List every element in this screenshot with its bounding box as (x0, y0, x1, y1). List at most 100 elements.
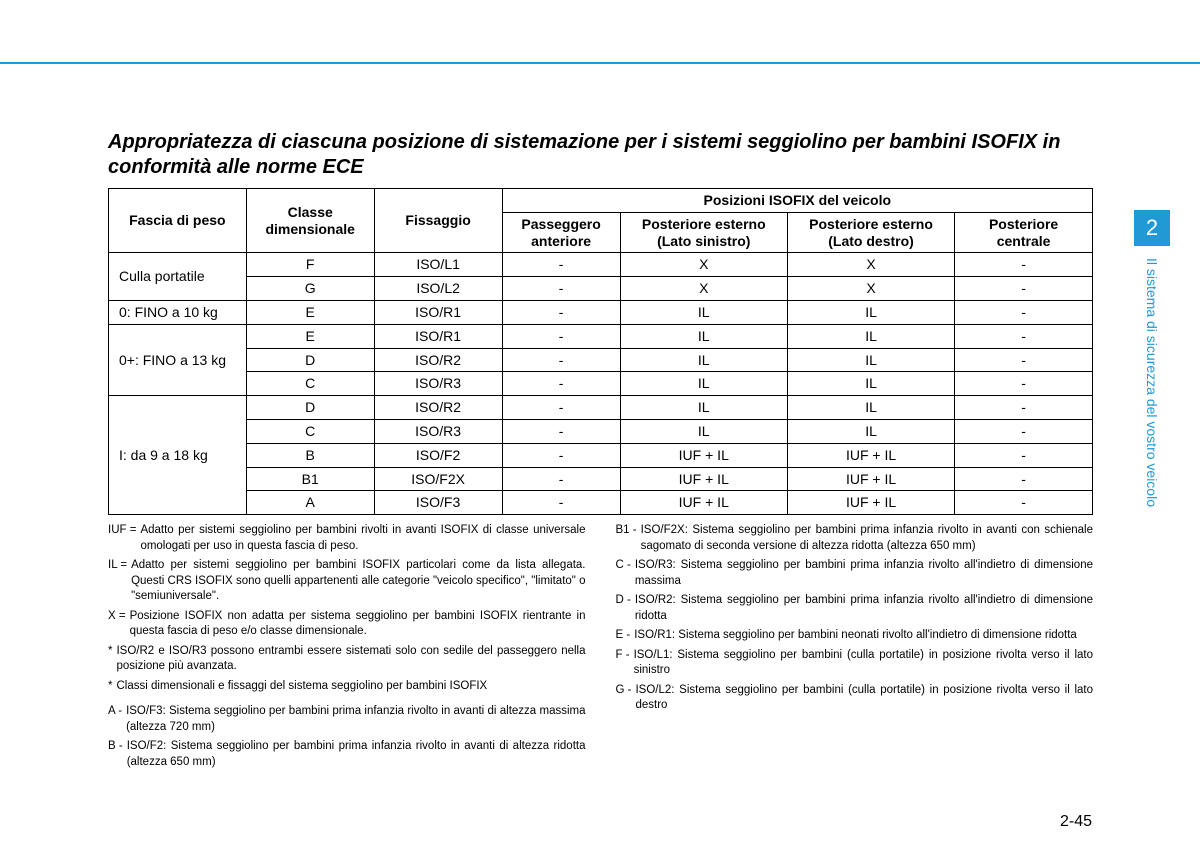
table-row: DISO/R2-ILIL- (109, 348, 1093, 372)
th-pos2: Posteriore esterno (Lato sinistro) (620, 212, 787, 253)
cell: IL (787, 348, 954, 372)
cell: ISO/R3 (374, 419, 502, 443)
cell: IUF + IL (620, 491, 787, 515)
cell: - (502, 443, 620, 467)
footnote-text: Adatto per sistemi seggiolino per bambin… (140, 523, 585, 554)
cell: IL (620, 348, 787, 372)
cell: ISO/F2X (374, 467, 502, 491)
footnote-text: ISO/R2: Sistema seggiolino per bambini p… (635, 593, 1093, 624)
cell: ISO/R3 (374, 372, 502, 396)
footnote-label: IUF = (108, 523, 140, 554)
cell: E (246, 324, 374, 348)
cell: - (502, 253, 620, 277)
table-row: GISO/L2-XX- (109, 277, 1093, 301)
cell: A (246, 491, 374, 515)
footnote-label: G - (616, 683, 636, 714)
footnote-text: ISO/R2 e ISO/R3 possono entrambi essere … (116, 644, 585, 675)
cell: IUF + IL (620, 467, 787, 491)
cell: IUF + IL (620, 443, 787, 467)
cell: IUF + IL (787, 491, 954, 515)
footnote-text: ISO/F2X: Sistema seggiolino per bambini … (641, 523, 1093, 554)
cell: - (502, 348, 620, 372)
weight-cell: 0: FINO a 10 kg (109, 300, 247, 324)
cell: C (246, 372, 374, 396)
footnote-label: * (108, 644, 116, 675)
footnote-label: IL = (108, 558, 131, 605)
cell: ISO/R2 (374, 396, 502, 420)
footnote: C -ISO/R3: Sistema seggiolino per bambin… (616, 558, 1094, 589)
cell: - (955, 419, 1093, 443)
th-class: Classe dimensionale (246, 189, 374, 253)
cell: F (246, 253, 374, 277)
cell: ISO/R2 (374, 348, 502, 372)
footnote-text: Adatto per sistemi seggiolino per bambin… (131, 558, 585, 605)
footnote-label: B1 - (616, 523, 641, 554)
footnote-label: B - (108, 739, 127, 770)
cell: B (246, 443, 374, 467)
cell: ISO/R1 (374, 300, 502, 324)
footnote-label: X = (108, 609, 130, 640)
table-row: AISO/F3-IUF + ILIUF + IL- (109, 491, 1093, 515)
th-pos1: Passeggero anteriore (502, 212, 620, 253)
cell: IL (787, 419, 954, 443)
footnote-text: ISO/F2: Sistema seggiolino per bambini p… (127, 739, 586, 770)
cell: X (787, 277, 954, 301)
th-fixture: Fissaggio (374, 189, 502, 253)
page-content: Appropriatezza di ciascuna posizione di … (108, 130, 1093, 774)
cell: - (955, 277, 1093, 301)
footnote: *ISO/R2 e ISO/R3 possono entrambi essere… (108, 644, 586, 675)
cell: - (502, 467, 620, 491)
cell: IL (620, 372, 787, 396)
footnote-text: Posizione ISOFIX non adatta per sistema … (130, 609, 586, 640)
footnote-label: * (108, 679, 116, 695)
footnote-text: ISO/L2: Sistema seggiolino per bambini (… (635, 683, 1093, 714)
cell: X (787, 253, 954, 277)
page-title: Appropriatezza di ciascuna posizione di … (108, 130, 1093, 180)
cell: - (955, 491, 1093, 515)
table-row: CISO/R3-ILIL- (109, 419, 1093, 443)
weight-cell: 0+: FINO a 13 kg (109, 324, 247, 395)
cell: - (502, 300, 620, 324)
cell: - (955, 300, 1093, 324)
cell: - (955, 253, 1093, 277)
footnote-text: Classi dimensionali e fissaggi del siste… (116, 679, 585, 695)
weight-cell: I: da 9 a 18 kg (109, 396, 247, 515)
cell: D (246, 348, 374, 372)
cell: - (955, 467, 1093, 491)
cell: IL (787, 372, 954, 396)
cell: ISO/F2 (374, 443, 502, 467)
th-pos3: Posteriore esterno (Lato destro) (787, 212, 954, 253)
cell: - (502, 277, 620, 301)
th-group: Posizioni ISOFIX del veicolo (502, 189, 1092, 213)
footnote-label: A - (108, 704, 126, 735)
footnote-text: ISO/F3: Sistema seggiolino per bambini p… (126, 704, 585, 735)
footnote: A -ISO/F3: Sistema seggiolino per bambin… (108, 704, 586, 735)
weight-cell: Culla portatile (109, 253, 247, 301)
table-row: CISO/R3-ILIL- (109, 372, 1093, 396)
cell: B1 (246, 467, 374, 491)
cell: ISO/R1 (374, 324, 502, 348)
footnote-text: ISO/R1: Sistema seggiolino per bambini n… (634, 628, 1093, 644)
cell: - (502, 324, 620, 348)
footnote: E -ISO/R1: Sistema seggiolino per bambin… (616, 628, 1094, 644)
footnote-label: E - (616, 628, 635, 644)
cell: IL (787, 324, 954, 348)
footnote-text: ISO/R3: Sistema seggiolino per bambini p… (635, 558, 1093, 589)
footnote: D -ISO/R2: Sistema seggiolino per bambin… (616, 593, 1094, 624)
th-weight: Fascia di peso (109, 189, 247, 253)
footnote: *Classi dimensionali e fissaggi del sist… (108, 679, 586, 695)
cell: - (955, 372, 1093, 396)
cell: - (955, 396, 1093, 420)
cell: IL (620, 324, 787, 348)
cell: - (502, 419, 620, 443)
footnote: X =Posizione ISOFIX non adatta per siste… (108, 609, 586, 640)
chapter-title-vertical: Il sistema di sicurezza del vostro veico… (1134, 258, 1170, 598)
cell: ISO/F3 (374, 491, 502, 515)
footnote-label: D - (616, 593, 635, 624)
footnote-text: ISO/L1: Sistema seggiolino per bambini (… (634, 648, 1093, 679)
cell: - (955, 324, 1093, 348)
chapter-tab: 2 (1134, 210, 1170, 246)
cell: - (955, 443, 1093, 467)
cell: IL (787, 396, 954, 420)
table-row: I: da 9 a 18 kgDISO/R2-ILIL- (109, 396, 1093, 420)
